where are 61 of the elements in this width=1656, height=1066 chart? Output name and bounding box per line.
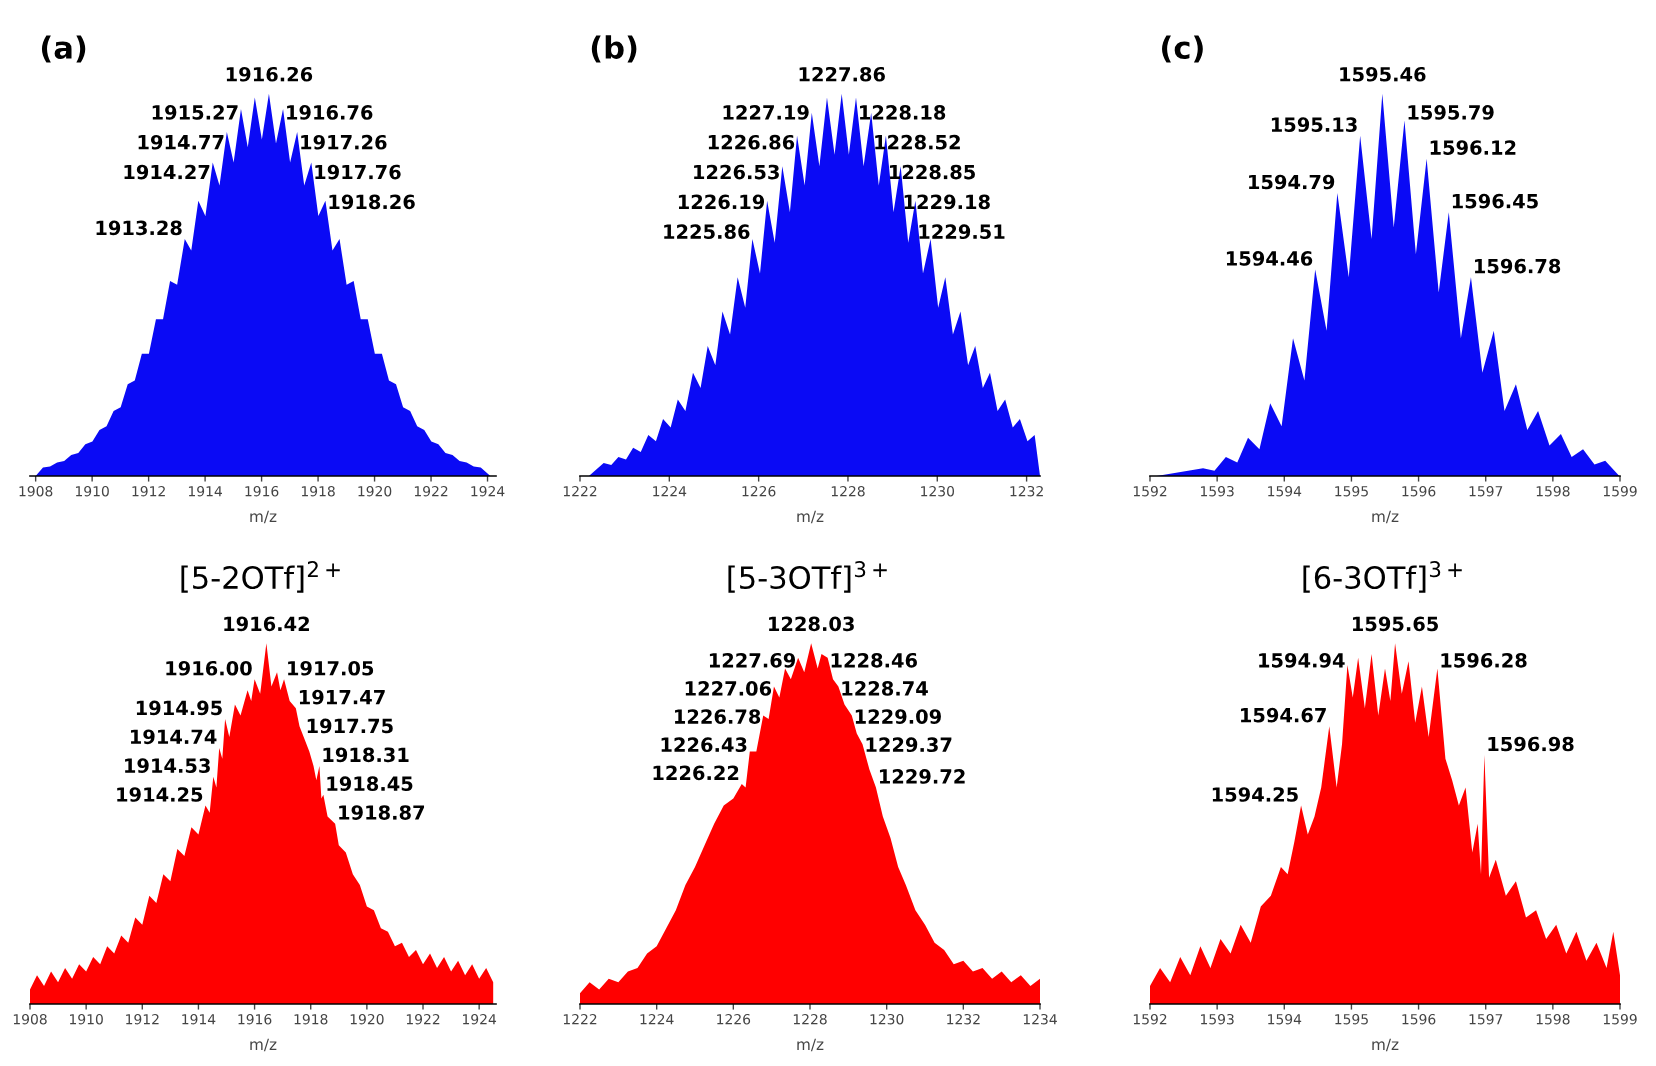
annotation: 1914.95 [136, 700, 222, 716]
annotation: 1595.65 [1352, 616, 1438, 632]
annotation: 1595.46 [1340, 66, 1426, 82]
annotation: 1227.06 [685, 681, 772, 696]
annotation: 1228.46 [831, 652, 917, 668]
annotation: 1913.28 [96, 220, 182, 236]
chart-title: [5-3OTf]$^{3+}$ [728, 561, 887, 593]
annotation: 1914.27 [124, 164, 210, 180]
annotation: 1916.76 [287, 105, 373, 120]
annotation: 1596.98 [1488, 736, 1574, 752]
annotation: 1229.72 [879, 769, 965, 784]
annotation: 1227.69 [709, 652, 796, 668]
annotation: 1227.19 [723, 105, 809, 120]
annotation: 1916.00 [166, 660, 252, 676]
annotation: 1594.67 [1241, 707, 1326, 723]
annotation: 1596.28 [1441, 652, 1527, 668]
annotation: 1918.45 [327, 776, 413, 792]
annotation: 1914.77 [138, 134, 224, 150]
annotation: 1915.27 [152, 105, 238, 120]
chart-title: (b) [591, 35, 637, 63]
annotation: 1914.74 [130, 729, 217, 745]
annotation: 1226.53 [694, 164, 779, 180]
chart-title: [5-2OTf]$^{2+}$ [181, 561, 340, 593]
annotation: 1917.76 [315, 164, 401, 180]
annotation: 1229.18 [904, 194, 990, 210]
annotation: 1596.78 [1475, 258, 1561, 274]
annotation: 1596.12 [1430, 140, 1516, 155]
chart-title: (c) [1162, 35, 1203, 63]
annotation: 1226.22 [653, 765, 739, 781]
annotation: 1594.94 [1259, 652, 1345, 668]
annotation: 1914.25 [117, 787, 203, 802]
annotation: 1596.45 [1452, 193, 1538, 209]
annotation: 1917.26 [301, 134, 387, 150]
annotation: 1226.86 [708, 134, 795, 150]
annotation: 1226.43 [661, 737, 747, 753]
annotation: 1227.86 [799, 66, 885, 82]
annotation: 1917.75 [307, 718, 393, 734]
chart-title: [6-3OTf]$^{3+}$ [1303, 561, 1462, 593]
annotation: 1229.09 [855, 709, 941, 724]
annotation: 1918.87 [339, 805, 425, 820]
chart-title: (a) [41, 35, 86, 63]
annotation: 1914.53 [125, 758, 210, 773]
annotation: 1594.79 [1249, 174, 1335, 190]
annotation: 1918.26 [329, 194, 415, 210]
annotation: 1226.78 [675, 709, 761, 724]
annotation: 1918.31 [323, 747, 409, 763]
annotation: 1595.13 [1271, 117, 1357, 132]
annotation: 1225.86 [664, 224, 750, 240]
annotation: 1228.03 [769, 616, 854, 632]
annotation: 1917.47 [299, 689, 385, 705]
annotation: 1228.74 [842, 681, 928, 696]
annotation: 1916.26 [226, 66, 313, 82]
annotation: 1595.79 [1408, 105, 1494, 120]
annotation: 1917.05 [288, 660, 374, 676]
annotation: 1228.18 [860, 105, 946, 120]
annotation: 1226.19 [678, 194, 765, 210]
annotation: 1229.51 [919, 224, 1005, 240]
annotation: 1594.25 [1212, 787, 1298, 802]
annotation: 1229.37 [866, 737, 952, 753]
annotation: 1594.46 [1226, 251, 1313, 266]
annotation: 1916.42 [224, 616, 309, 632]
